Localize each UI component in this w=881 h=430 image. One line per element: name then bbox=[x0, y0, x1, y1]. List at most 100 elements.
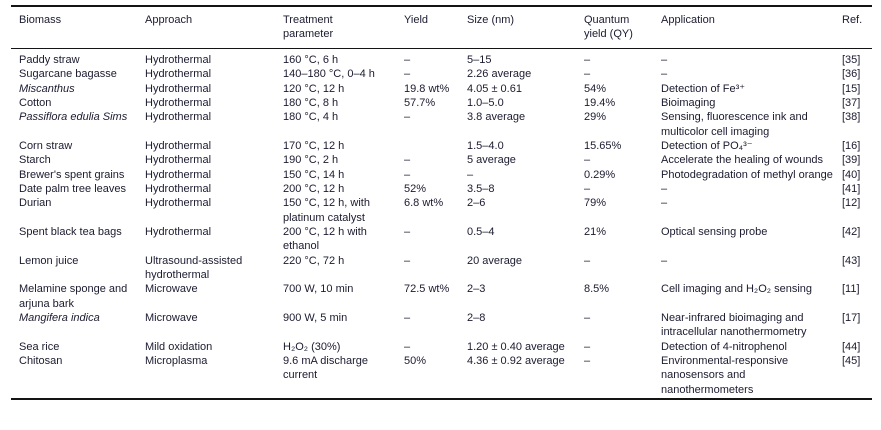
cell-size: 4.05 ± 0.61 bbox=[467, 82, 522, 95]
cell-qy: – bbox=[584, 312, 591, 324]
cell-approach: Hydrothermal bbox=[145, 53, 212, 66]
table-row: Brewer's spent grains Hydrothermal 150 °C,… bbox=[11, 168, 872, 182]
cell-biomass: Corn straw bbox=[19, 139, 73, 152]
cell-application: Detection of Fe³⁺ bbox=[661, 82, 746, 95]
cell-approach: Hydrothermal bbox=[145, 68, 212, 81]
cell-size: 3.8 average bbox=[467, 111, 526, 124]
cell-application: Detection of 4-nitrophenol bbox=[661, 340, 787, 353]
cell-yield: 50% bbox=[404, 355, 427, 368]
cell-ref: [45] bbox=[842, 355, 861, 368]
cell-biomass: Paddy straw bbox=[19, 53, 80, 66]
cell-biomass: Cotton bbox=[19, 96, 52, 109]
cell-ref: [37] bbox=[842, 96, 861, 109]
cell-size: 1.0–5.0 bbox=[467, 96, 504, 109]
cell-size: 2–3 bbox=[467, 283, 486, 296]
cell-ref: [38] bbox=[842, 111, 861, 124]
cell-qy: 79% bbox=[584, 197, 607, 210]
table-row: Corn straw Hydrothermal 170 °C, 12 h 1.5–4.… bbox=[11, 139, 872, 153]
cell-application: Cell imaging and H₂O₂ sensing bbox=[661, 283, 813, 296]
cell-treatment: 170 °C, 12 h bbox=[283, 139, 345, 152]
column-header-ref: Ref. bbox=[842, 6, 872, 49]
cell-approach: Mild oxidation bbox=[145, 340, 213, 353]
cell-qy: – bbox=[584, 340, 591, 353]
column-header-yield: Yield bbox=[404, 6, 467, 49]
cell-yield: 72.5 wt% bbox=[404, 283, 450, 296]
cell-application: Bioimaging bbox=[661, 96, 716, 109]
cell-treatment: 900 W, 5 min bbox=[283, 312, 348, 324]
cell-yield: – bbox=[404, 68, 411, 81]
table-row: Lemon juice Ultrasound-assisted hydrother… bbox=[11, 254, 872, 283]
table-row: Melamine sponge and arjuna bark Microwave… bbox=[11, 282, 872, 311]
table-header: Biomass Approach Treatment parameter Yield S… bbox=[11, 6, 872, 49]
cell-approach: Hydrothermal bbox=[145, 96, 212, 109]
cell-biomass: Date palm tree leaves bbox=[19, 182, 126, 195]
table-row: Miscanthus Hydrothermal 120 °C, 12 h 19.8 w… bbox=[11, 82, 872, 96]
cell-biomass: Sea rice bbox=[19, 340, 60, 353]
cell-biomass: Spent black tea bags bbox=[19, 225, 122, 238]
cell-biomass: Miscanthus bbox=[19, 82, 75, 95]
cell-approach: Microplasma bbox=[145, 355, 208, 368]
cell-size: 2–8 bbox=[467, 312, 486, 324]
cell-size: 1.20 ± 0.40 average bbox=[467, 340, 565, 353]
cell-ref: [17] bbox=[842, 312, 861, 324]
cell-size: 0.5–4 bbox=[467, 225, 495, 238]
cell-application: Accelerate the healing of wounds bbox=[661, 154, 824, 167]
column-header-biomass: Biomass bbox=[11, 6, 145, 49]
cell-treatment: 150 °C, 12 h, with platinum catalyst bbox=[283, 197, 370, 224]
cell-qy: 54% bbox=[584, 82, 607, 95]
cell-yield: – bbox=[404, 254, 411, 267]
cell-qy: 21% bbox=[584, 225, 607, 238]
cell-application: Sensing, fluorescence ink and multicolor… bbox=[661, 111, 808, 138]
cell-size: 2.26 average bbox=[467, 68, 532, 81]
table-row: Durian Hydrothermal 150 °C, 12 h, with pla… bbox=[11, 196, 872, 225]
column-header-qy: Quantum yield (QY) bbox=[584, 6, 661, 49]
table-row: Spent black tea bags Hydrothermal 200 °C, … bbox=[11, 225, 872, 254]
cell-yield: – bbox=[404, 53, 411, 66]
cell-biomass: Mangifera indica bbox=[19, 312, 100, 324]
cell-biomass: Melamine sponge and arjuna bark bbox=[19, 283, 128, 310]
cell-qy: – bbox=[584, 68, 591, 81]
cell-application: Photodegradation of methyl orange bbox=[661, 168, 833, 181]
table-row: Starch Hydrothermal 190 °C, 2 h – 5 average –… bbox=[11, 153, 872, 167]
table-body: Paddy straw Hydrothermal 160 °C, 6 h – 5–15 –… bbox=[11, 48, 872, 399]
cell-ref: [15] bbox=[842, 82, 861, 95]
cell-biomass: Passiflora edulia Sims bbox=[19, 111, 128, 124]
cell-treatment: 140–180 °C, 0–4 h bbox=[283, 68, 375, 81]
cell-approach: Microwave bbox=[145, 283, 198, 296]
cell-treatment: H₂O₂ (30%) bbox=[283, 340, 341, 353]
cell-biomass: Sugarcane bagasse bbox=[19, 68, 117, 81]
cell-approach: Hydrothermal bbox=[145, 139, 212, 152]
cell-application: – bbox=[661, 254, 668, 267]
cell-yield: – bbox=[404, 225, 411, 238]
paper-table-container: Biomass Approach Treatment parameter Yield S… bbox=[11, 5, 872, 401]
cell-biomass: Brewer's spent grains bbox=[19, 168, 125, 181]
cell-application: – bbox=[661, 197, 668, 210]
table-row: Passiflora edulia Sims Hydrothermal 180 °C… bbox=[11, 110, 872, 139]
column-header-application: Application bbox=[661, 6, 842, 49]
cell-yield: 19.8 wt% bbox=[404, 82, 450, 95]
cell-application: Near-infrared bioimaging and intracellul… bbox=[661, 312, 807, 339]
cell-approach: Microwave bbox=[145, 312, 198, 324]
cell-size: 1.5–4.0 bbox=[467, 139, 504, 152]
table-row: Cotton Hydrothermal 180 °C, 8 h 57.7% 1.0–5.… bbox=[11, 96, 872, 110]
cell-qy: – bbox=[584, 254, 591, 267]
cell-qy: – bbox=[584, 355, 591, 368]
cell-application: – bbox=[661, 182, 668, 195]
cell-ref: [40] bbox=[842, 168, 861, 181]
cell-yield: – bbox=[404, 111, 411, 124]
cell-treatment: 220 °C, 72 h bbox=[283, 254, 345, 267]
table-row: Mangifera indica Microwave 900 W, 5 min – 2–… bbox=[11, 311, 872, 340]
cell-yield: 52% bbox=[404, 182, 427, 195]
cell-qy: 15.65% bbox=[584, 139, 622, 152]
biomass-table: Biomass Approach Treatment parameter Yield S… bbox=[11, 5, 872, 401]
cell-approach: Hydrothermal bbox=[145, 168, 212, 181]
cell-approach: Hydrothermal bbox=[145, 82, 212, 95]
cell-size: 2–6 bbox=[467, 197, 486, 210]
cell-qy: – bbox=[584, 154, 591, 167]
cell-yield: – bbox=[404, 340, 411, 353]
cell-ref: [43] bbox=[842, 254, 861, 267]
cell-application: – bbox=[661, 68, 668, 81]
cell-qy: 8.5% bbox=[584, 283, 610, 296]
table-row: Date palm tree leaves Hydrothermal 200 °C,… bbox=[11, 182, 872, 196]
cell-approach: Hydrothermal bbox=[145, 154, 212, 167]
